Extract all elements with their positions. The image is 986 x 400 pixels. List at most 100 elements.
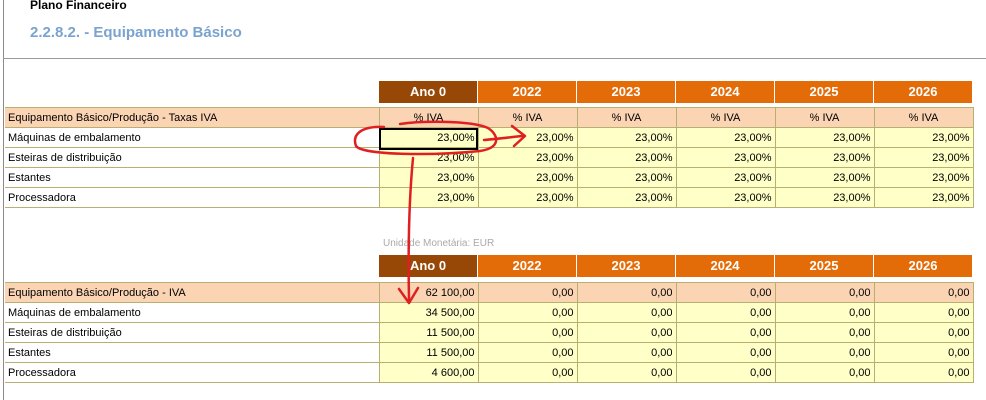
amount-cell[interactable]: 0,00	[774, 342, 875, 363]
table-row: Processadora 4 600,00 0,00 0,00 0,00 0,0…	[5, 362, 974, 383]
amount-cell[interactable]: 0,00	[774, 362, 875, 383]
active-cell-selection	[379, 128, 478, 150]
year-header-2024[interactable]: 2024	[676, 81, 775, 103]
year-header-ano0[interactable]: Ano 0	[379, 255, 478, 277]
year-header-2022[interactable]: 2022	[478, 255, 577, 277]
row-label[interactable]: Esteiras de distribuição	[5, 322, 380, 343]
amount-cell[interactable]: 0,00	[675, 322, 776, 343]
rate-cell[interactable]: 23,00%	[873, 147, 974, 168]
table-row: Processadora 23,00% 23,00% 23,00% 23,00%…	[5, 187, 974, 208]
row-label[interactable]: Máquinas de embalamento	[5, 302, 380, 323]
table-subheader-row: Equipamento Básico/Produção - Taxas IVA …	[5, 107, 974, 128]
rate-cell[interactable]: 23,00%	[576, 127, 677, 148]
total-cell[interactable]: 0,00	[774, 282, 875, 303]
header-divider	[3, 58, 986, 59]
rate-cell[interactable]: 23,00%	[774, 187, 875, 208]
rate-cell[interactable]: 23,00%	[774, 167, 875, 188]
row-label[interactable]: Processadora	[5, 187, 380, 208]
rate-cell[interactable]: 23,00%	[576, 187, 677, 208]
rate-cell[interactable]: 23,00%	[675, 147, 776, 168]
rate-cell[interactable]: 23,00%	[873, 167, 974, 188]
year-header-2025[interactable]: 2025	[775, 255, 874, 277]
rate-cell[interactable]: 23,00%	[477, 147, 578, 168]
iva-col-header[interactable]: % IVA	[675, 107, 776, 128]
rate-cell[interactable]: 23,00%	[774, 127, 875, 148]
amount-cell[interactable]: 0,00	[576, 302, 677, 323]
amount-cell[interactable]: 0,00	[675, 342, 776, 363]
iva-rates-table: Equipamento Básico/Produção - Taxas IVA …	[5, 107, 974, 208]
section-title: 2.2.8.2. - Equipamento Básico	[30, 24, 242, 41]
amount-cell[interactable]: 4 600,00	[378, 362, 479, 383]
total-cell[interactable]: 0,00	[675, 282, 776, 303]
amount-cell[interactable]: 0,00	[774, 322, 875, 343]
rate-cell[interactable]: 23,00%	[576, 147, 677, 168]
amount-cell[interactable]: 0,00	[675, 362, 776, 383]
rate-cell[interactable]: 23,00%	[873, 127, 974, 148]
row-label[interactable]: Processadora	[5, 362, 380, 383]
rate-cell[interactable]: 23,00%	[873, 187, 974, 208]
row-label[interactable]: Estantes	[5, 167, 380, 188]
rate-cell[interactable]: 23,00%	[378, 147, 479, 168]
rate-cell[interactable]: 23,00%	[576, 167, 677, 188]
year-header-2026[interactable]: 2026	[874, 81, 973, 103]
rate-cell[interactable]: 23,00%	[477, 167, 578, 188]
amount-cell[interactable]: 0,00	[576, 322, 677, 343]
row-label[interactable]: Máquinas de embalamento	[5, 127, 380, 148]
year-header-2025[interactable]: 2025	[775, 81, 874, 103]
table-row: Esteiras de distribuição 23,00% 23,00% 2…	[5, 147, 974, 168]
amount-cell[interactable]: 0,00	[477, 342, 578, 363]
amount-cell[interactable]: 34 500,00	[378, 302, 479, 323]
year-header-2023[interactable]: 2023	[577, 255, 676, 277]
rate-cell[interactable]: 23,00%	[378, 167, 479, 188]
amount-cell[interactable]: 0,00	[873, 362, 974, 383]
amount-cell[interactable]: 0,00	[873, 302, 974, 323]
iva-amounts-table: Equipamento Básico/Produção - IVA 62 100…	[5, 282, 974, 383]
window-frame-left	[3, 0, 4, 400]
iva-col-header[interactable]: % IVA	[774, 107, 875, 128]
iva-col-header[interactable]: % IVA	[576, 107, 677, 128]
table-row: Estantes 11 500,00 0,00 0,00 0,00 0,00 0…	[5, 342, 974, 363]
year-header-row-iva-rates: Ano 0 2022 2023 2024 2025 2026	[379, 81, 973, 103]
table-row: Máquinas de embalamento 34 500,00 0,00 0…	[5, 302, 974, 323]
currency-unit-label: Unidade Monetária: EUR	[383, 238, 495, 249]
rate-cell[interactable]: 23,00%	[477, 127, 578, 148]
rate-cell[interactable]: 23,00%	[774, 147, 875, 168]
year-header-2022[interactable]: 2022	[478, 81, 577, 103]
amount-cell[interactable]: 11 500,00	[378, 322, 479, 343]
amount-cell[interactable]: 0,00	[576, 362, 677, 383]
total-cell[interactable]: 0,00	[873, 282, 974, 303]
iva-col-header[interactable]: % IVA	[873, 107, 974, 128]
iva-col-header[interactable]: % IVA	[477, 107, 578, 128]
row-label[interactable]: Esteiras de distribuição	[5, 147, 380, 168]
table-row: Máquinas de embalamento 23,00% 23,00% 23…	[5, 127, 974, 148]
year-header-2023[interactable]: 2023	[577, 81, 676, 103]
total-cell[interactable]: 0,00	[576, 282, 677, 303]
amount-cell[interactable]: 0,00	[477, 322, 578, 343]
amount-cell[interactable]: 11 500,00	[378, 342, 479, 363]
document-title: Plano Financeiro	[30, 0, 127, 12]
year-header-2024[interactable]: 2024	[676, 255, 775, 277]
amount-cell[interactable]: 0,00	[774, 302, 875, 323]
total-cell[interactable]: 0,00	[477, 282, 578, 303]
rate-cell[interactable]: 23,00%	[675, 187, 776, 208]
iva-col-header[interactable]: % IVA	[378, 107, 479, 128]
amount-cell[interactable]: 0,00	[477, 302, 578, 323]
amount-cell[interactable]: 0,00	[576, 342, 677, 363]
year-header-row-iva: Ano 0 2022 2023 2024 2025 2026	[379, 255, 973, 277]
year-header-2026[interactable]: 2026	[874, 255, 973, 277]
rate-cell[interactable]: 23,00%	[675, 127, 776, 148]
total-cell[interactable]: 62 100,00	[378, 282, 479, 303]
year-header-ano0[interactable]: Ano 0	[379, 81, 478, 103]
iva-amounts-header-label[interactable]: Equipamento Básico/Produção - IVA	[5, 282, 380, 303]
amount-cell[interactable]: 0,00	[477, 362, 578, 383]
rate-cell[interactable]: 23,00%	[378, 187, 479, 208]
row-label[interactable]: Estantes	[5, 342, 380, 363]
iva-rates-header-label[interactable]: Equipamento Básico/Produção - Taxas IVA	[5, 107, 380, 128]
amount-cell[interactable]: 0,00	[675, 302, 776, 323]
table-row: Esteiras de distribuição 11 500,00 0,00 …	[5, 322, 974, 343]
rate-cell[interactable]: 23,00%	[477, 187, 578, 208]
amount-cell[interactable]: 0,00	[873, 342, 974, 363]
amount-cell[interactable]: 0,00	[873, 322, 974, 343]
rate-cell[interactable]: 23,00%	[675, 167, 776, 188]
table-subheader-row: Equipamento Básico/Produção - IVA 62 100…	[5, 282, 974, 303]
